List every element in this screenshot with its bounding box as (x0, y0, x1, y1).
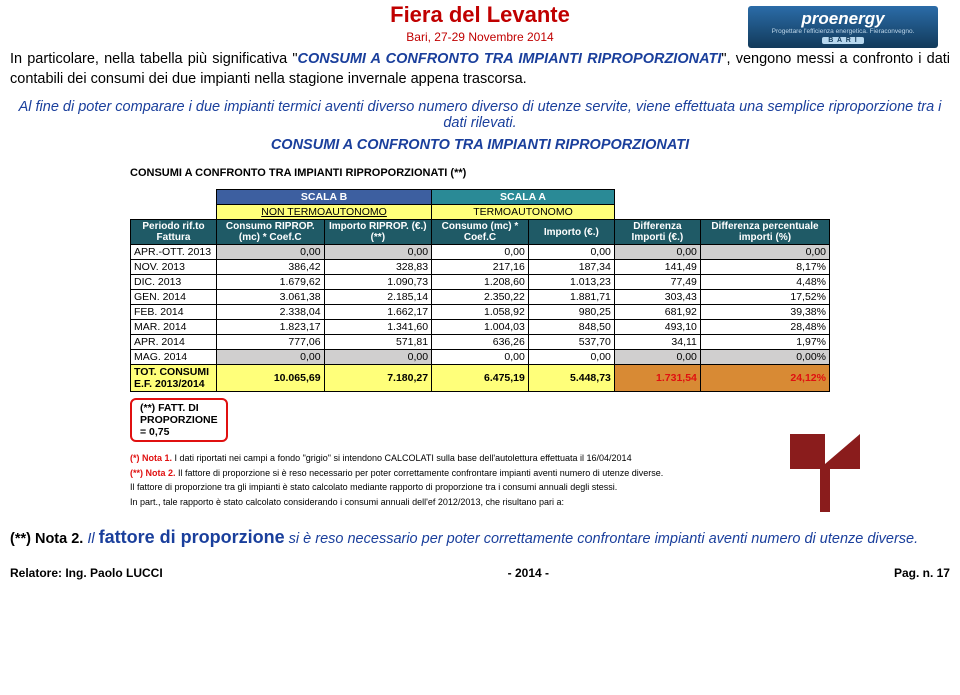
table-row: MAG. 20140,000,000,000,000,000,00% (131, 350, 830, 365)
page-footer: Relatore: Ing. Paolo LUCCI - 2014 - Pag.… (10, 566, 950, 580)
footer-author: Relatore: Ing. Paolo LUCCI (10, 566, 163, 580)
table-scale-subrow: NON TERMOAUTONOMO TERMOAUTONOMO (131, 205, 830, 220)
footer-year: - 2014 - (508, 566, 549, 580)
comparison-table: SCALA B SCALA A NON TERMOAUTONOMO TERMOA… (130, 189, 830, 392)
table-notes: (*) Nota 1. I dati riportati nei campi a… (130, 452, 830, 508)
callout-arrow-icon (780, 424, 870, 514)
proportion-factor-box: (**) FATT. DI PROPORZIONE = 0,75 (130, 398, 228, 442)
table-row: DIC. 20131.679,621.090,731.208,601.013,2… (131, 275, 830, 290)
footer-page: Pag. n. 17 (894, 566, 950, 580)
table-total-row: TOT. CONSUMI E.F. 2013/2014 10.065,69 7.… (131, 365, 830, 392)
table-row: APR. 2014777,06571,81636,26537,7034,111,… (131, 335, 830, 350)
table-row: FEB. 20142.338,041.662,171.058,92980,256… (131, 305, 830, 320)
logo-city: B A R I (822, 37, 863, 44)
section-title: CONSUMI A CONFRONTO TRA IMPIANTI RIPROPO… (10, 137, 950, 153)
paragraph-2: Al fine di poter comparare i due impiant… (10, 99, 950, 131)
logo-tagline: Progettare l'efficienza energetica. Fier… (772, 29, 915, 36)
data-table-section: CONSUMI A CONFRONTO TRA IMPIANTI RIPROPO… (130, 167, 830, 508)
table-header-row: Periodo rif.to Fattura Consumo RIPROP. (… (131, 220, 830, 245)
table-scale-row: SCALA B SCALA A (131, 190, 830, 205)
logo-brand: proenergy (801, 10, 884, 27)
paragraph-1: In particolare, nella tabella più signif… (10, 50, 950, 89)
table-row: NOV. 2013386,42328,83217,16187,34141,498… (131, 260, 830, 275)
footnote-nota2: (**) Nota 2. Il fattore di proporzione s… (10, 527, 950, 548)
table-caption: CONSUMI A CONFRONTO TRA IMPIANTI RIPROPO… (130, 167, 830, 179)
table-row: APR.-OTT. 20130,000,000,000,000,000,00 (131, 245, 830, 260)
table-row: MAR. 20141.823,171.341,601.004,03848,504… (131, 320, 830, 335)
brand-logo: proenergy Progettare l'efficienza energe… (748, 6, 938, 48)
table-row: GEN. 20143.061,382.185,142.350,221.881,7… (131, 290, 830, 305)
